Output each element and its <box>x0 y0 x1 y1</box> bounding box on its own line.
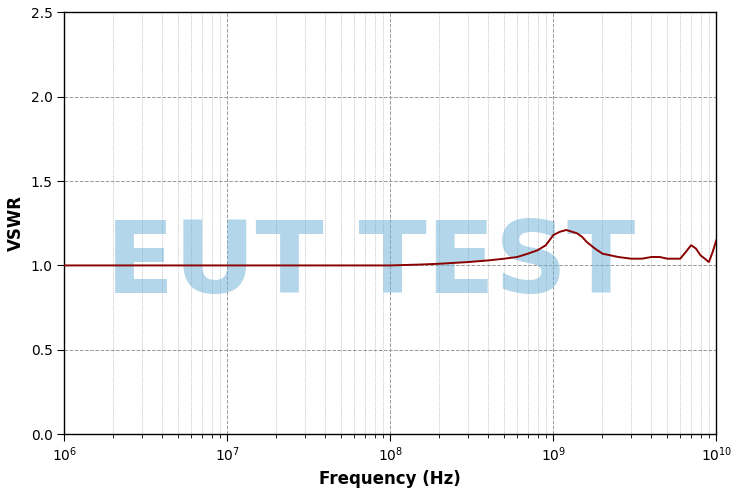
X-axis label: Frequency (Hz): Frequency (Hz) <box>319 470 461 488</box>
Y-axis label: VSWR: VSWR <box>7 195 25 251</box>
Text: EUT TEST: EUT TEST <box>106 217 636 314</box>
